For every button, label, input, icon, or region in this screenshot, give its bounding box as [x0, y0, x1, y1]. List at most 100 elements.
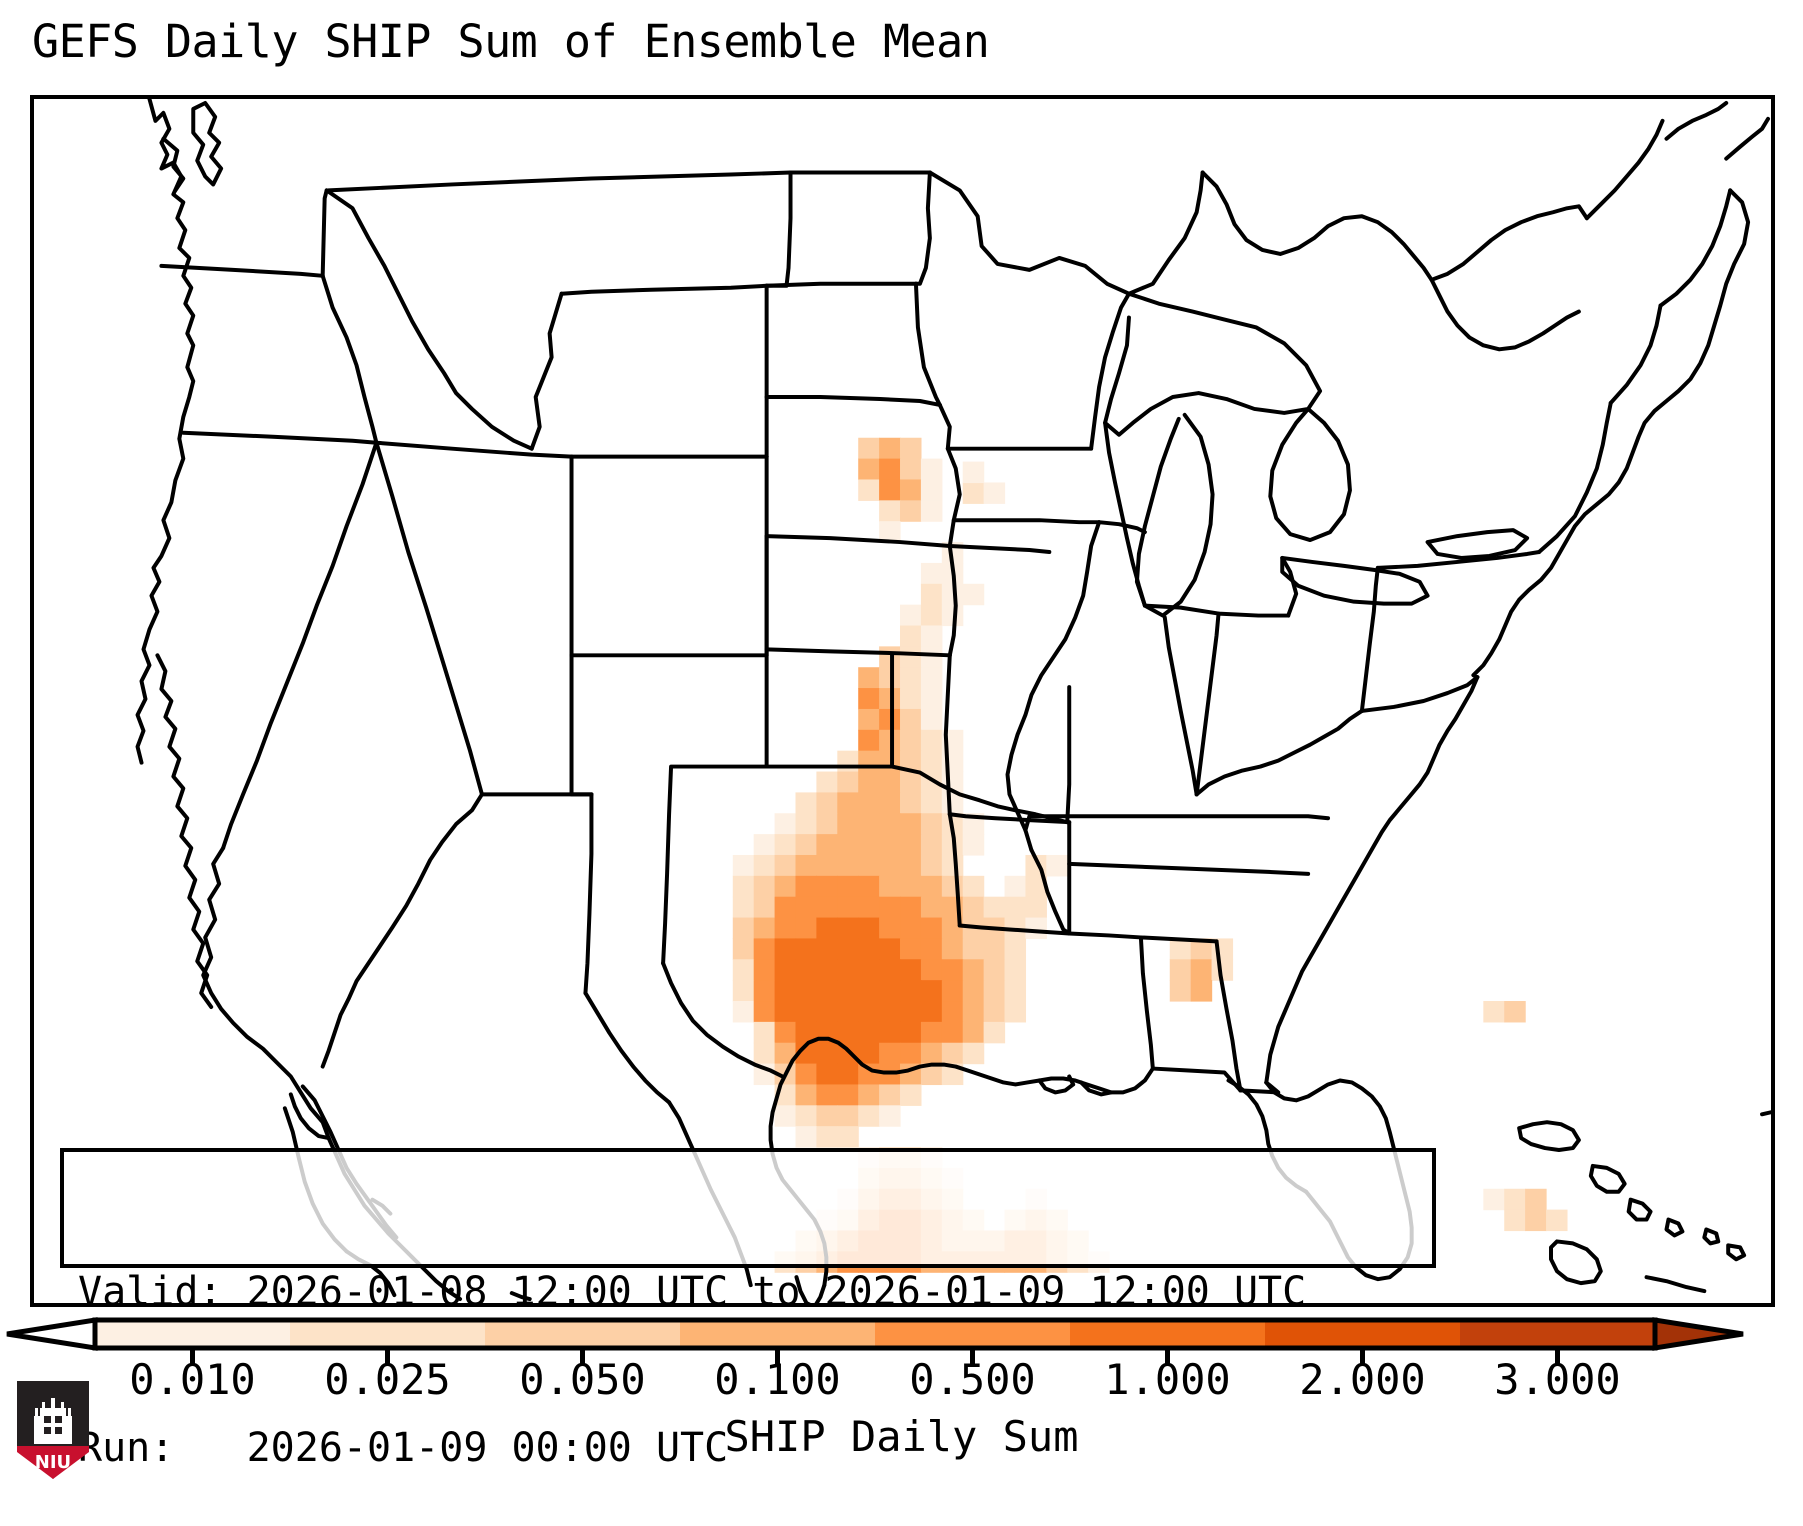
ship-grid-cell [858, 792, 880, 814]
ship-grid-cell [920, 479, 943, 501]
ship-grid-cell [774, 1021, 797, 1044]
ship-grid-cell [879, 771, 901, 793]
ship-grid-cell [879, 896, 901, 919]
colorbar-tick-label: 1.000 [1104, 1355, 1231, 1404]
ship-grid-cell [795, 1126, 817, 1148]
ship-grid-cell [858, 1001, 880, 1023]
ship-grid-cell [858, 750, 880, 773]
ship-grid-cell [900, 646, 922, 668]
colorbar-tick-label: 0.025 [324, 1355, 451, 1404]
colorbar-ticks [190, 1348, 1560, 1364]
ship-grid-cell [900, 458, 922, 481]
ship-grid-cell [900, 437, 922, 460]
ship-grid-cell [879, 458, 901, 481]
ship-grid-cell [837, 896, 859, 919]
ship-grid-cell [795, 1021, 817, 1044]
page-title: GEFS Daily SHIP Sum of Ensemble Mean [32, 15, 990, 68]
ship-grid-cell [941, 583, 964, 606]
ship-grid-cell [1004, 1001, 1027, 1023]
ship-grid-cell [920, 1063, 943, 1086]
ship-grid-cell [795, 980, 817, 1002]
ship-grid-cell [732, 1001, 755, 1023]
ship-grid-cell [941, 604, 964, 627]
ship-grid-cell [732, 938, 755, 960]
colorbar[interactable] [0, 1308, 1803, 1368]
ship-grid-cell [900, 834, 922, 856]
ship-grid-cell [879, 980, 901, 1002]
ship-grid-cell [837, 1001, 859, 1023]
ship-grid-cell [816, 1105, 838, 1127]
ship-grid-cell [858, 813, 880, 835]
ship-grid-cell [816, 854, 838, 877]
colorbar-segment [95, 1320, 291, 1348]
ship-grid-cell [1190, 980, 1213, 1002]
ship-grid-cell [879, 1084, 901, 1106]
ship-grid-cell [753, 1042, 776, 1065]
ship-grid-cell [1025, 917, 1047, 940]
ship-grid-cell [1504, 1001, 1526, 1023]
ship-grid-cell [1004, 959, 1027, 981]
ship-grid-cell [920, 750, 943, 773]
ship-grid-cell [837, 854, 859, 877]
ship-grid-cell [920, 813, 943, 835]
ship-grid-cell [774, 834, 797, 856]
colorbar-tick-label: 2.000 [1299, 1355, 1426, 1404]
ship-grid-cell [837, 1084, 859, 1106]
ship-grid-cell [1004, 896, 1027, 919]
ship-grid-cell [879, 813, 901, 835]
ship-grid-cell [983, 482, 1006, 504]
ship-grid-cell [858, 834, 880, 856]
ship-grid-cell [962, 980, 985, 1002]
ship-grid-cell [837, 917, 859, 940]
ship-grid-cell [962, 482, 985, 504]
colorbar-segment [1070, 1320, 1266, 1348]
colorbar-tick-label: 0.500 [909, 1355, 1036, 1404]
ship-grid-cell [1004, 875, 1027, 898]
forecast-info-box: Valid: 2026-01-08 12:00 UTC to 2026-01-0… [60, 1148, 1436, 1471]
valid-time-line: Valid: 2026-01-08 12:00 UTC to 2026-01-0… [78, 1269, 1307, 1315]
colorbar-tick-label: 3.000 [1494, 1355, 1621, 1404]
ship-grid-cell [920, 1001, 943, 1023]
ship-grid-cell [900, 1084, 922, 1106]
ship-grid-cell [1483, 1188, 1505, 1211]
ship-grid-cell [1025, 896, 1047, 919]
ship-grid-cell [753, 938, 776, 960]
ship-grid-cell [816, 771, 838, 793]
ship-grid-cell [962, 834, 985, 856]
ship-grid-cell [879, 667, 901, 689]
ship-grid-cell [900, 938, 922, 960]
ship-grid-cell [858, 688, 880, 710]
ship-grid-cell [941, 854, 964, 877]
ship-grid-cell [753, 875, 776, 898]
ship-grid-cell [837, 771, 859, 793]
ship-grid-cell [816, 1126, 838, 1148]
ship-grid-cell [837, 813, 859, 835]
ship-grid-cell [1025, 875, 1047, 898]
ship-grid-cell [879, 854, 901, 877]
ship-grid-cell [941, 938, 964, 960]
ship-grid-cell [837, 1063, 859, 1086]
ship-grid-cell [816, 938, 838, 960]
ship-grid-cell [753, 834, 776, 856]
colorbar-segment [680, 1320, 876, 1348]
ship-grid-cell [983, 938, 1006, 960]
ship-grid-cell [962, 461, 985, 484]
colorbar-tick-label: 0.050 [519, 1355, 646, 1404]
ship-grid-cell [900, 1001, 922, 1023]
ship-grid-cell [962, 1042, 985, 1065]
colorbar-svg[interactable] [0, 1308, 1803, 1368]
ship-grid-cell [858, 854, 880, 877]
ship-grid-cell [920, 792, 943, 814]
ship-grid-cell [920, 896, 943, 919]
ship-grid-cell [900, 813, 922, 835]
ship-grid-cell [879, 479, 901, 501]
ship-grid-cell [900, 1042, 922, 1065]
ship-grid-cell [732, 980, 755, 1002]
ship-grid-cell [816, 813, 838, 835]
ship-grid-cell [879, 688, 901, 710]
ship-grid-cell [795, 1084, 817, 1106]
ship-grid-cell [1169, 938, 1192, 960]
ship-grid-cell [879, 1042, 901, 1065]
ship-grid-cell [920, 604, 943, 627]
ship-grid-cell [1211, 959, 1234, 981]
